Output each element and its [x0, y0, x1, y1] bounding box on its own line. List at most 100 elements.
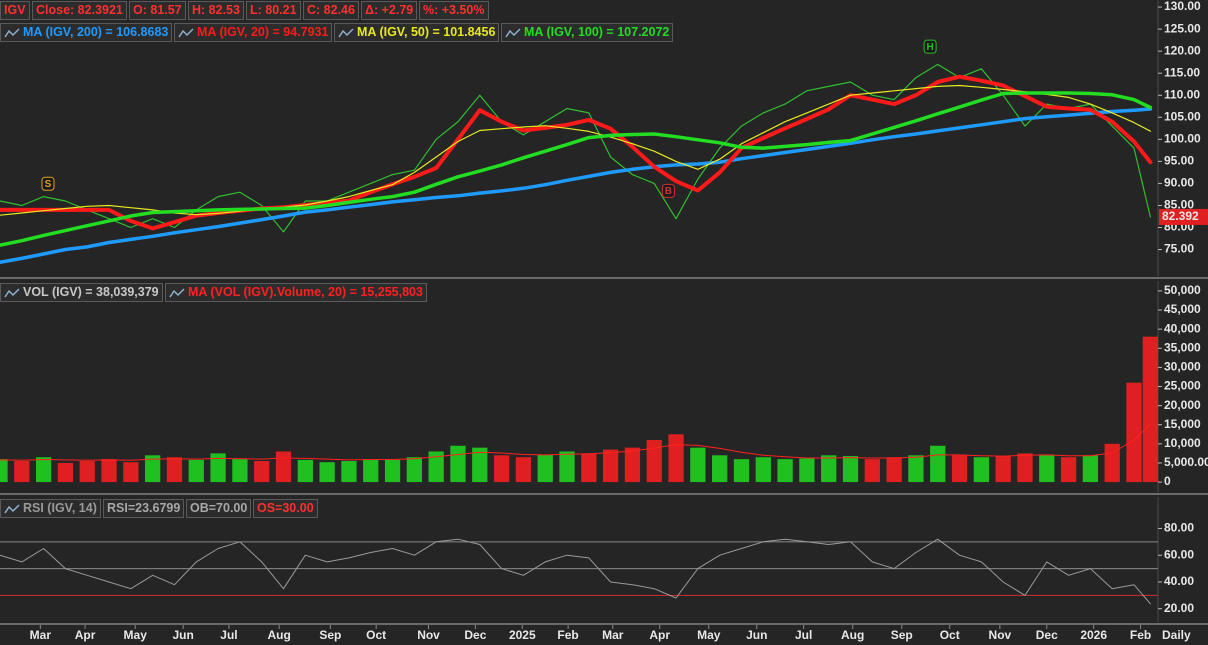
series-line — [0, 423, 1151, 461]
legend-icon-line — [4, 27, 20, 37]
legend-text: OS=30.00 — [257, 501, 314, 515]
y-tick-label: 110.00 — [1164, 87, 1200, 101]
y-tick-label: 15,000 — [1164, 417, 1201, 431]
volume-bar — [188, 459, 204, 483]
x-tick-label: Sep — [891, 628, 913, 642]
volume-bar — [493, 455, 510, 483]
volume-bar — [602, 449, 619, 483]
volume-bar — [995, 456, 1011, 483]
legend-text: Close: 82.3921 — [36, 3, 123, 17]
volume-bar — [559, 451, 575, 483]
volume-bar — [384, 459, 401, 483]
legend-text: RSI (IGV, 14) — [23, 501, 97, 515]
legend-icon — [4, 27, 20, 37]
volume-bar — [777, 459, 793, 483]
legend-text: O: 81.57 — [133, 3, 182, 17]
series-line — [0, 107, 1153, 265]
volume-bar — [341, 461, 357, 483]
volume-bar — [275, 451, 292, 483]
volume-bar — [210, 453, 226, 483]
volume-bar — [166, 457, 183, 483]
volume-bar — [624, 447, 641, 483]
volume-bar — [1126, 382, 1142, 483]
volume-bar — [690, 447, 706, 483]
x-tick-label: 2026 — [1080, 628, 1107, 642]
legend-box: C: 82.46 — [303, 1, 359, 20]
volume-bar — [842, 456, 859, 483]
volume-bar — [14, 461, 30, 483]
volume-bar — [297, 459, 313, 483]
legend-icon — [4, 503, 20, 513]
x-tick-label: Feb — [557, 628, 578, 642]
x-tick-label: Sep — [319, 628, 341, 642]
legend-box: %: +3.50% — [419, 1, 489, 20]
legend-text: MA (IGV, 20) = 94.7931 — [197, 25, 329, 39]
y-tick-label: 50,000 — [1164, 283, 1201, 297]
legend-icon — [178, 27, 194, 37]
legend-box: O: 81.57 — [129, 1, 186, 20]
y-tick-label: 35,000 — [1164, 340, 1201, 354]
volume-bar — [1017, 453, 1033, 483]
x-tick-label: Mar — [602, 628, 624, 642]
annotation-text: S — [45, 179, 52, 190]
x-tick-label: May — [124, 628, 148, 642]
legend-icon-line — [4, 503, 20, 513]
y-tick-label: 40,000 — [1164, 321, 1201, 335]
legend-text: MA (IGV, 200) = 106.8683 — [23, 25, 169, 39]
y-tick-label: 60.00 — [1164, 547, 1194, 561]
volume-bar — [515, 457, 532, 483]
legend-box: OS=30.00 — [253, 499, 318, 518]
volume-bar — [1039, 454, 1055, 483]
x-tick-label: Oct — [366, 628, 386, 642]
x-tick-label: Feb — [1130, 628, 1151, 642]
legend-text: H: 82.53 — [192, 3, 240, 17]
legend-text: C: 82.46 — [307, 3, 355, 17]
legend-text: MA (VOL (IGV).Volume, 20) = 15,255,803 — [188, 285, 423, 299]
legend-box: VOL (IGV) = 38,039,379 — [0, 283, 163, 302]
legend-text: Δ: +2.79 — [365, 3, 414, 17]
series-line — [0, 84, 1151, 216]
legend-icon-line — [169, 287, 185, 297]
volume-bar — [799, 458, 815, 483]
x-tick-label: Mar — [30, 628, 52, 642]
legend-box: MA (IGV, 100) = 107.2072 — [501, 23, 674, 42]
volume-bar — [57, 462, 74, 483]
y-tick-label: 100.00 — [1164, 131, 1201, 145]
legend-text: L: 80.21 — [250, 3, 297, 17]
volume-bar — [733, 459, 750, 483]
y-tick-label: 20,000 — [1164, 398, 1201, 412]
y-tick-label: 40.00 — [1164, 574, 1194, 588]
legend-box: RSI (IGV, 14) — [0, 499, 101, 518]
x-tick-label: 2025 — [509, 628, 536, 642]
legend-icon — [169, 287, 185, 297]
legend-box: L: 80.21 — [246, 1, 301, 20]
volume-bar — [450, 445, 466, 483]
volume-bar — [232, 459, 248, 483]
volume-bar — [472, 447, 488, 483]
volume-bar — [646, 440, 662, 483]
x-tick-label: Dec — [1036, 628, 1058, 642]
legend-box: MA (IGV, 200) = 106.8683 — [0, 23, 173, 42]
y-tick-label: 115.00 — [1164, 65, 1200, 79]
legend-icon — [505, 27, 521, 37]
y-tick-label: 125.00 — [1164, 21, 1201, 35]
volume-bar — [145, 455, 161, 483]
volume-bar — [1082, 455, 1099, 483]
x-tick-label: May — [697, 628, 721, 642]
legend-box: Close: 82.3921 — [32, 1, 127, 20]
legend-icon-line — [4, 287, 20, 297]
annotation-box — [923, 39, 937, 54]
legend-text: %: +3.50% — [423, 3, 485, 17]
y-tick-label: 120.00 — [1164, 43, 1201, 57]
volume-bar — [951, 455, 968, 483]
legend-box: RSI=23.6799 — [103, 499, 185, 518]
y-tick-label: 30,000 — [1164, 360, 1201, 374]
series-line — [0, 538, 1151, 605]
legend-text: OB=70.00 — [190, 501, 248, 515]
y-tick-label: 105.00 — [1164, 109, 1201, 123]
legend-box: MA (IGV, 50) = 101.8456 — [334, 23, 500, 42]
annotation-box — [41, 176, 55, 191]
last-value-label: 82.392 — [1162, 209, 1199, 223]
legend-box: H: 82.53 — [188, 1, 244, 20]
legend-text: RSI=23.6799 — [107, 501, 181, 515]
